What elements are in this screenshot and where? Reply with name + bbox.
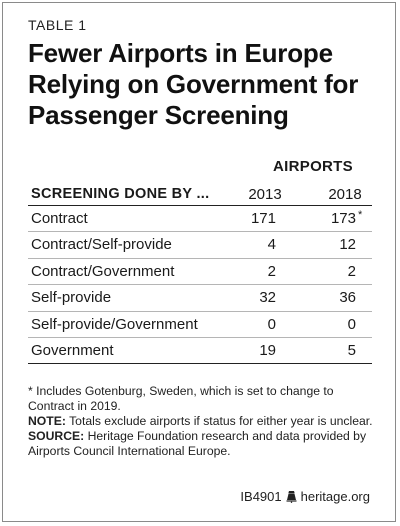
row-value-2018: 36 — [339, 289, 356, 307]
row-label: Contract/Government — [31, 262, 175, 280]
table-title: Fewer Airports in Europe Relying on Gove… — [28, 38, 359, 130]
table-notes: * Includes Gotenburg, Sweden, which is s… — [28, 384, 374, 459]
note: NOTE: Totals exclude airports if status … — [28, 414, 374, 429]
column-header-row: SCREENING DONE BY ... 2013 2018 — [28, 182, 372, 206]
footnote: * Includes Gotenburg, Sweden, which is s… — [28, 384, 334, 413]
table-row: Self-provide 32 36 — [28, 285, 372, 312]
bell-icon — [286, 490, 297, 503]
footer: IB4901 heritage.org — [240, 489, 370, 504]
row-value-2018: 0 — [347, 315, 356, 333]
row-label: Contract — [31, 210, 88, 227]
row-value-2018: 2 — [347, 262, 356, 280]
source: SOURCE: Heritage Foundation research and… — [28, 429, 374, 459]
table-label: TABLE 1 — [28, 17, 87, 33]
row-label: Government — [31, 341, 114, 359]
table-row: Government 19 5 — [28, 338, 372, 365]
row-value-2013: 32 — [259, 289, 276, 307]
row-label: Self-provide/Government — [31, 315, 198, 333]
row-value-2018: 5 — [347, 341, 356, 359]
source-label: SOURCE: — [28, 429, 85, 443]
footnote-mark: * — [358, 209, 363, 221]
footer-id: IB4901 — [240, 489, 282, 504]
table-body: Contract 171 173 * Contract/Self-provide… — [28, 206, 372, 365]
row-value-2013: 2 — [267, 262, 276, 280]
row-value-2018: 12 — [339, 236, 356, 254]
table-row: Self-provide/Government 0 0 — [28, 312, 372, 338]
table-row: Contract/Self-provide 4 12 — [28, 232, 372, 259]
row-value-2018: 173 — [330, 210, 356, 227]
source-text: Heritage Foundation research and data pr… — [28, 429, 367, 458]
column-header-screening: SCREENING DONE BY ... — [31, 186, 210, 202]
row-value-2013: 4 — [267, 236, 276, 254]
note-text: Totals exclude airports if status for ei… — [65, 414, 373, 428]
table-row: Contract 171 173 * — [28, 206, 372, 233]
row-value-2013: 171 — [250, 210, 276, 227]
table-row: Contract/Government 2 2 — [28, 259, 372, 286]
table-frame — [2, 2, 396, 522]
group-header: AIRPORTS — [273, 158, 353, 175]
row-value-2013: 19 — [259, 341, 276, 359]
footer-site[interactable]: heritage.org — [300, 489, 370, 504]
column-header-2018: 2018 — [328, 186, 362, 203]
row-label: Contract/Self-provide — [31, 236, 172, 254]
row-label: Self-provide — [31, 289, 112, 307]
column-header-2013: 2013 — [248, 186, 282, 203]
note-label: NOTE: — [28, 414, 66, 428]
row-value-2013: 0 — [267, 315, 276, 333]
